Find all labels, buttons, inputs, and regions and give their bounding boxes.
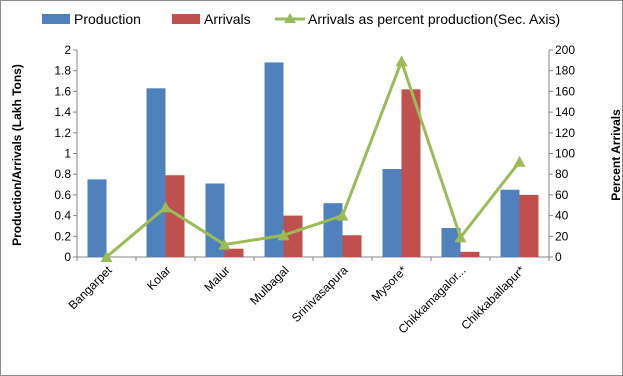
bar-production [146,88,166,257]
line-point-marker [277,229,290,241]
bar-arrivals [460,251,480,257]
y-axis-title: Production/Arrivals (Lakh Tons) [10,64,24,246]
x-tick-label: Kolar [144,263,174,293]
x-tick-label: Bangarpet [66,263,116,313]
y2-tick-label: 200 [555,43,575,57]
y-tick-label: 1.2 [54,126,71,140]
bars [87,62,539,257]
line-point-marker [336,209,349,221]
x-tick-label: Srinivasapura [289,263,351,325]
y-tick-label: 2 [64,43,71,57]
bar-production [87,179,107,257]
line-percent-arrivals [105,59,521,259]
y2-tick-label: 80 [555,167,569,181]
y-tick-label: 1.6 [54,84,71,98]
bar-arrivals [224,248,244,257]
line-point-marker [100,251,113,262]
y2-tick-label: 40 [555,209,569,223]
legend-swatch-production [42,14,70,24]
y2-tick-label: 160 [555,84,575,98]
legend-label-arrivals: Arrivals [204,11,251,27]
y-tick-label: 1 [64,147,71,161]
axes [73,49,553,261]
bar-arrivals [342,235,362,257]
y2-tick-label: 180 [555,64,575,78]
y2-tick-label: 20 [555,229,569,243]
bar-production [441,228,461,257]
y2-tick-label: 140 [555,105,575,119]
line-point-marker [454,231,467,243]
line-series [100,55,526,262]
y-tick-label: 0.4 [54,209,71,223]
line-point-marker [218,238,231,250]
y-tick-label: 0 [64,250,71,264]
bar-production [382,169,402,257]
legend-label-percent: Arrivals as percent production(Sec. Axis… [308,11,560,27]
legend-swatch-arrivals [172,14,200,24]
y2-tick-label: 100 [555,147,575,161]
bar-arrivals [519,194,539,257]
x-tick-label: Chikkaballapur* [458,263,528,333]
x-tick-label: Mysore* [369,263,410,304]
x-tick-label: Malur [201,263,232,294]
legend: Production Arrivals Arrivals as percent … [42,11,560,27]
y2-tick-label: 0 [555,250,562,264]
y2-tick-label: 120 [555,126,575,140]
bar-arrivals [401,89,421,257]
legend-marker-percent [284,13,296,23]
bar-arrivals [165,175,185,257]
bar-arrivals [283,215,303,257]
legend-label-production: Production [74,11,141,27]
bar-production [500,189,520,257]
y-tick-label: 0.2 [54,229,71,243]
bar-production [205,183,225,257]
line-point-marker [395,55,408,67]
y2-tick-label: 60 [555,188,569,202]
y-tick-label: 1.4 [54,105,71,119]
y-tick-label: 0.6 [54,188,71,202]
x-tick-label: Mulbagal [247,263,291,307]
bar-production [323,203,343,257]
line-point-marker [159,201,172,213]
bar-production [264,62,284,257]
line-point-marker [513,155,526,167]
y2-axis-title: Percent Arrivals [609,109,623,201]
y-tick-label: 0.8 [54,167,71,181]
y-tick-label: 1.8 [54,64,71,78]
